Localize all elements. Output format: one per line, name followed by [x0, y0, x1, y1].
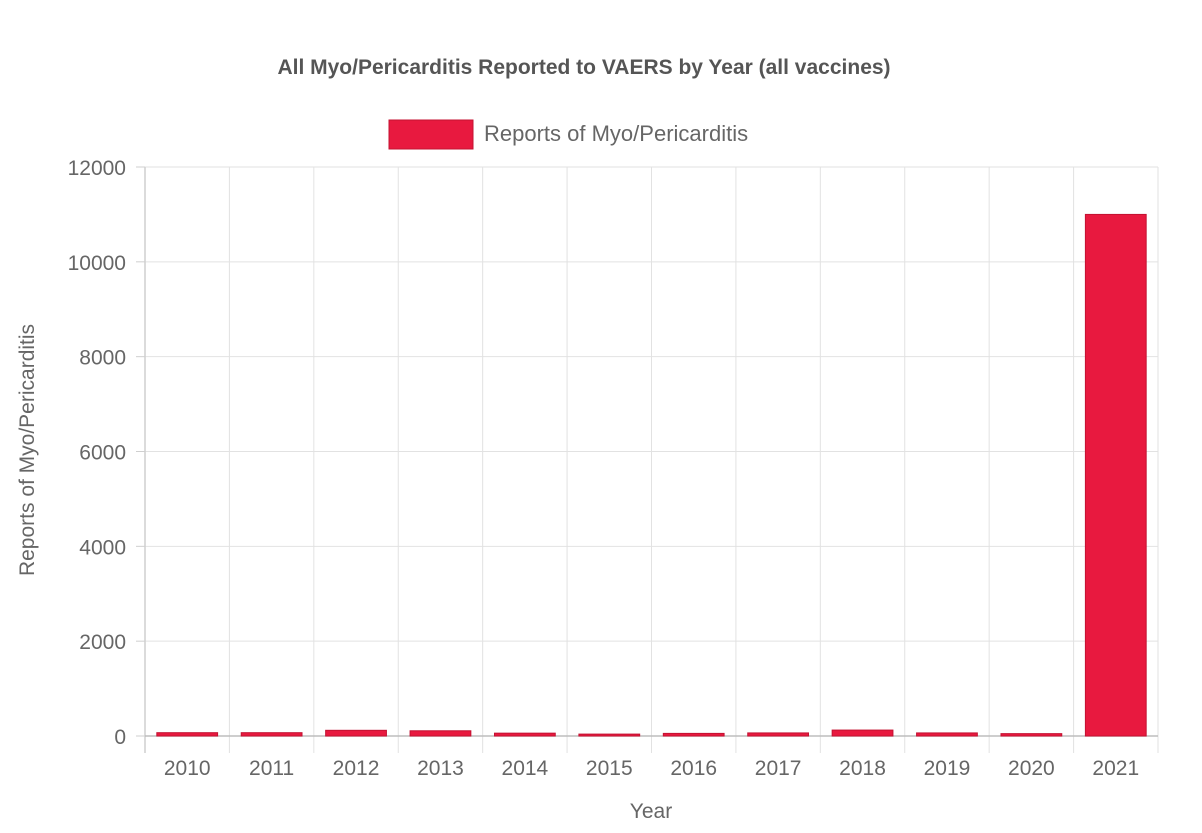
- x-tick-label: 2014: [502, 757, 549, 780]
- bar-2018[interactable]: [831, 729, 894, 737]
- x-tick-label: 2018: [839, 757, 886, 780]
- bar-2011[interactable]: [240, 732, 303, 737]
- legend-swatch: [388, 119, 474, 150]
- y-tick-label: 6000: [79, 442, 126, 465]
- bar-2017[interactable]: [747, 732, 810, 737]
- y-tick-label: 0: [114, 726, 126, 749]
- x-tick-label: 2020: [1008, 757, 1055, 780]
- x-tick-label: 2017: [755, 757, 802, 780]
- bars: [156, 213, 1147, 737]
- y-tick-label: 8000: [79, 347, 126, 370]
- bar-2015[interactable]: [578, 733, 641, 737]
- bar-2020[interactable]: [1000, 733, 1063, 737]
- bar-2013[interactable]: [409, 730, 472, 737]
- bar-2014[interactable]: [493, 732, 556, 737]
- y-axis-title: Reports of Myo/Pericarditis: [16, 324, 39, 576]
- x-tick-label: 2021: [1092, 757, 1139, 780]
- x-axis-ticks: 2010 2011 2012 2013 2014 2015 2016 2017 2018 2019…: [164, 757, 1139, 780]
- y-tick-label: 4000: [79, 536, 126, 559]
- x-tick-label: 2011: [249, 757, 294, 780]
- bar-2012[interactable]: [325, 729, 387, 737]
- x-tick-label: 2015: [586, 757, 633, 780]
- bar-2016[interactable]: [662, 732, 725, 737]
- x-axis-title: Year: [630, 800, 672, 823]
- y-tick-label: 12000: [68, 157, 126, 180]
- y-tick-label: 10000: [68, 252, 126, 275]
- x-tick-label: 2019: [924, 757, 971, 780]
- chart-title: All Myo/Pericarditis Reported to VAERS b…: [277, 56, 890, 79]
- bar-2021[interactable]: [1084, 213, 1147, 737]
- y-axis-ticks: 0 2000 4000 6000 8000 10000 12000: [68, 157, 126, 749]
- x-tick-label: 2016: [670, 757, 717, 780]
- x-tick-label: 2010: [164, 757, 211, 780]
- y-tick-label: 2000: [79, 631, 126, 654]
- legend[interactable]: Reports of Myo/Pericarditis: [388, 119, 748, 150]
- bar-2019[interactable]: [916, 732, 978, 737]
- x-tick-label: 2012: [333, 757, 380, 780]
- legend-label: Reports of Myo/Pericarditis: [484, 121, 748, 146]
- gridlines: [136, 166, 1159, 753]
- x-tick-label: 2013: [417, 757, 464, 780]
- bar-2010[interactable]: [156, 732, 219, 737]
- axes: [144, 167, 1158, 753]
